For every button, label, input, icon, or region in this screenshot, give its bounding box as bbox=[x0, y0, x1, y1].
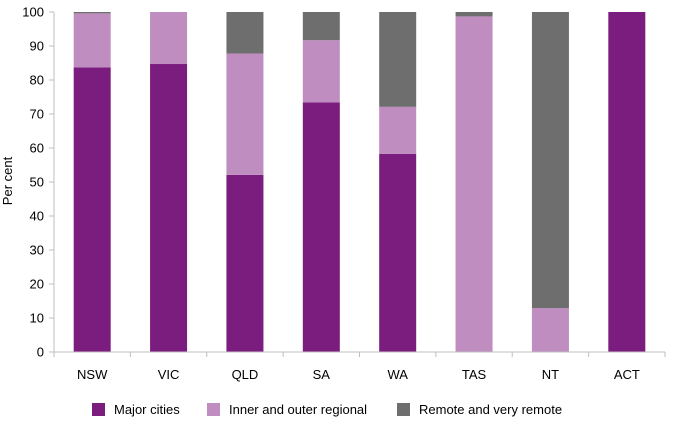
y-tick-label: 50 bbox=[30, 175, 44, 190]
y-tick-label: 90 bbox=[30, 39, 44, 54]
bar-nt-inner-and-outer-regional bbox=[531, 308, 569, 352]
x-axis: NSW VIC QLD SA WA TAS NT ACT bbox=[53, 351, 666, 382]
bar-wa-remote-and-very-remote bbox=[379, 12, 417, 107]
legend-label-major-cities: Major cities bbox=[114, 402, 180, 417]
bar-qld-remote-and-very-remote bbox=[226, 12, 264, 54]
bar-wa-major-cities bbox=[379, 153, 417, 352]
legend-swatch-major-cities bbox=[92, 403, 105, 416]
bar-tas-remote-and-very-remote bbox=[455, 12, 493, 17]
x-tick-label: TAS bbox=[462, 367, 487, 382]
bar-sa-major-cities bbox=[302, 102, 340, 352]
x-tick-label: QLD bbox=[232, 367, 259, 382]
bar-nt-remote-and-very-remote bbox=[531, 12, 569, 309]
bar-qld-inner-and-outer-regional bbox=[226, 53, 264, 175]
bar-sa-inner-and-outer-regional bbox=[302, 40, 340, 103]
y-tick-label: 100 bbox=[22, 5, 44, 20]
bar-nsw-inner-and-outer-regional bbox=[73, 13, 111, 68]
y-tick-label: 0 bbox=[37, 345, 44, 360]
bar-wa-inner-and-outer-regional bbox=[379, 106, 417, 154]
y-tick-label: 20 bbox=[30, 277, 44, 292]
legend-swatch-remote-and-very-remote bbox=[397, 403, 410, 416]
y-tick-label: 60 bbox=[30, 141, 44, 156]
x-tick-label: NSW bbox=[77, 367, 108, 382]
y-axis-title: Per cent bbox=[0, 156, 15, 205]
y-tick-label: 10 bbox=[30, 311, 44, 326]
legend-swatch-inner-and-outer-regional bbox=[207, 403, 220, 416]
bar-tas-inner-and-outer-regional bbox=[455, 16, 493, 352]
y-axis: Per cent 0 10 20 30 40 50 60 70 80 90 100 bbox=[0, 5, 55, 360]
legend-label-inner-and-outer-regional: Inner and outer regional bbox=[229, 402, 367, 417]
bar-nsw-major-cities bbox=[73, 67, 111, 353]
y-tick-label: 40 bbox=[30, 209, 44, 224]
x-tick-label: ACT bbox=[614, 367, 640, 382]
x-tick-label: WA bbox=[387, 367, 408, 382]
legend: Major cities Inner and outer regional Remo… bbox=[92, 402, 562, 417]
y-tick-label: 70 bbox=[30, 107, 44, 122]
y-tick-label: 30 bbox=[30, 243, 44, 258]
x-tick-label: VIC bbox=[158, 367, 180, 382]
bar-vic-major-cities bbox=[150, 64, 188, 353]
x-tick-label: NT bbox=[542, 367, 559, 382]
bar-vic-inner-and-outer-regional bbox=[150, 12, 188, 65]
x-tick-label: SA bbox=[313, 367, 331, 382]
bar-act-major-cities bbox=[608, 12, 646, 352]
y-tick-label: 80 bbox=[30, 73, 44, 88]
bar-nsw-remote-and-very-remote bbox=[73, 12, 111, 14]
bar-sa-remote-and-very-remote bbox=[302, 12, 340, 41]
plot-area bbox=[73, 12, 646, 353]
bar-qld-major-cities bbox=[226, 174, 264, 352]
legend-label-remote-and-very-remote: Remote and very remote bbox=[419, 402, 562, 417]
